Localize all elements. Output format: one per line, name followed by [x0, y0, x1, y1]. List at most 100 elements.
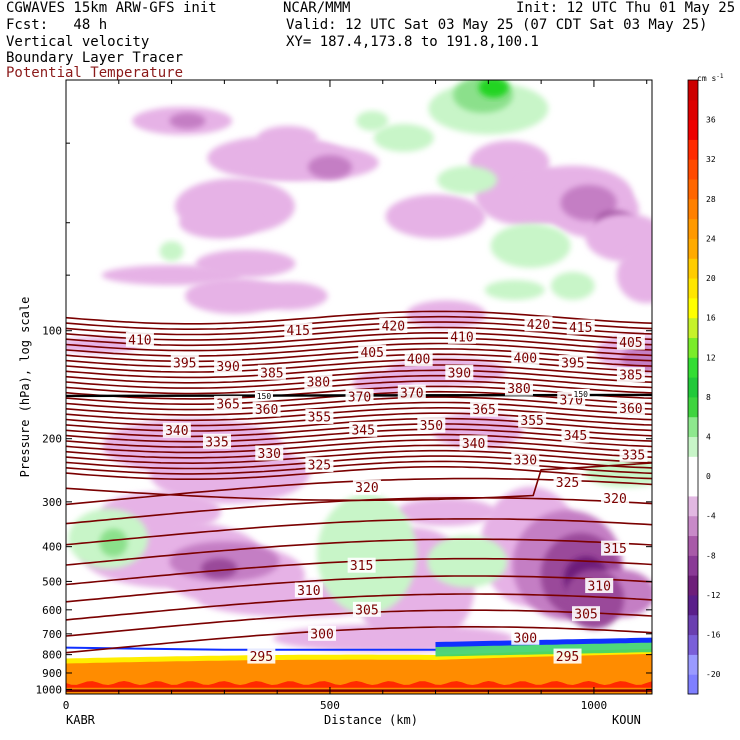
- theta-contour-label: 315: [603, 542, 626, 557]
- colorbar-tick-label: 36: [706, 116, 716, 125]
- colorbar-segment: [688, 218, 698, 239]
- theta-contour-line: [66, 433, 652, 448]
- theta-contour-label: 345: [564, 429, 587, 444]
- theta-contour-label: 350: [420, 419, 443, 434]
- x-tick-label: 1000: [581, 699, 608, 712]
- theta-label-bg: [459, 435, 488, 451]
- theta-label-bg: [255, 445, 284, 461]
- theta-label-bg: [305, 457, 334, 473]
- colorbar-tick-label: 0: [706, 472, 711, 481]
- colorbar-tick-label: 8: [706, 393, 711, 402]
- theta-label-bg: [257, 364, 286, 380]
- velocity-shade-blob: [385, 194, 486, 239]
- theta-contour-label: 295: [556, 650, 579, 665]
- y-axis: 100 200 300 400 500 600 700 800 900 1000: [36, 142, 652, 696]
- theta-contour-line: [66, 444, 652, 459]
- colorbar-tick-label: 4: [706, 433, 711, 442]
- theta-label-bg: [247, 648, 276, 664]
- theta-label-bg: [349, 421, 378, 437]
- theta-label-bg: [252, 401, 281, 417]
- vertical-velocity-shading: [66, 80, 652, 653]
- theta-label-bg: [566, 319, 595, 335]
- velocity-shade-blob: [356, 110, 389, 131]
- theta-contour-line: [66, 497, 652, 525]
- theta-contour-label: 340: [165, 424, 188, 439]
- theta-contour-label: 305: [574, 608, 597, 623]
- theta-contour-label: 400: [407, 353, 430, 368]
- velocity-shade-blob: [478, 80, 509, 98]
- theta-label-bg: [511, 451, 540, 467]
- colorbar-segment: [688, 674, 698, 695]
- y-axis-title: Pressure (hPa), log scale: [18, 297, 32, 478]
- colorbar-segment: [688, 654, 698, 675]
- theta-label-bg: [397, 384, 426, 400]
- theta-contour-label: 305: [355, 603, 378, 618]
- colorbar-segment: [688, 99, 698, 121]
- colorbar-tick-label: 32: [706, 155, 716, 164]
- velocity-shade-blob: [406, 300, 487, 329]
- theta-contour-label: 345: [351, 423, 374, 438]
- theta-contour-line: [66, 593, 652, 621]
- header-cross-section-endpoints: XY= 187.4,173.8 to 191.8,100.1: [286, 34, 539, 50]
- theta-contour-label: 395: [173, 356, 196, 371]
- theta-label-bg: [162, 422, 191, 438]
- velocity-shade-blob: [195, 249, 296, 278]
- potential-temperature-contours: [66, 310, 652, 654]
- theta-label-bg: [345, 388, 374, 404]
- theta-label-bg: [379, 317, 408, 333]
- colorbar-segment: [688, 159, 698, 180]
- colorbar-tick-label: -12: [706, 591, 721, 600]
- theta-contour-label: 400: [514, 351, 537, 366]
- velocity-shade-blob: [184, 277, 285, 314]
- theta-contour-line: [66, 538, 652, 566]
- theta-contour-label: 385: [260, 366, 283, 381]
- theta-label-bg: [601, 490, 630, 506]
- theta-contour-label: 390: [448, 366, 471, 381]
- colorbar-tick-label: -4: [706, 512, 716, 521]
- theta-label-bg: [347, 557, 376, 573]
- y-tick-label: 300: [42, 496, 62, 509]
- y-tick-label: 500: [42, 575, 62, 588]
- theta-contour-line: [66, 321, 652, 336]
- colorbar-segment: [688, 634, 698, 655]
- header-valid-time: Valid: 12 UTC Sat 03 May 25 (07 CDT Sat …: [286, 17, 708, 33]
- velocity-shade-blob: [437, 165, 498, 194]
- velocity-shade-blob: [169, 112, 206, 129]
- velocity-shade-blob: [99, 528, 128, 557]
- colorbar-segment: [688, 357, 698, 378]
- theta-label-bg: [358, 344, 387, 360]
- plot-frame: [65, 79, 653, 695]
- colorbar-segment: [688, 575, 698, 596]
- colorbar-segment: [688, 594, 698, 616]
- theta-contour-line: [66, 449, 652, 465]
- theta-label-bg: [511, 629, 540, 645]
- theta-contour-line: [66, 575, 652, 603]
- colorbar-tick-label: 28: [706, 195, 716, 204]
- velocity-shade-blob: [179, 206, 260, 239]
- theta-contour-label: 420: [527, 318, 550, 333]
- theta-contour-label: 410: [128, 333, 151, 348]
- colorbar-segment: [688, 377, 698, 398]
- colorbar-frame: [687, 79, 699, 695]
- theta-contour-label: 405: [619, 336, 642, 351]
- velocity-shade-blob: [560, 184, 617, 221]
- theta-contour-label: 295: [250, 650, 273, 665]
- theta-contour-label: 415: [569, 321, 592, 336]
- colorbar-tick-label: -8: [706, 551, 716, 560]
- end-location-label: KOUN: [612, 713, 641, 727]
- theta-contour-label: 390: [216, 360, 239, 375]
- theta-label-bg: [511, 349, 540, 365]
- theta-contour-label: 320: [355, 481, 378, 496]
- theta-contour-line: [66, 332, 652, 347]
- velocity-shade-blob: [307, 155, 352, 180]
- x-axis-title: Distance (km): [324, 713, 418, 727]
- x-tick-label: 500: [320, 699, 340, 712]
- colorbar-segment: [688, 396, 698, 418]
- theta-contour-label: 365: [216, 397, 239, 412]
- theta-contour-label: 410: [450, 330, 473, 345]
- theta-contour-label: 315: [350, 559, 373, 574]
- colorbar-segment: [688, 258, 698, 279]
- velocity-shade-blob: [616, 247, 652, 304]
- colorbar-segment: [688, 614, 698, 636]
